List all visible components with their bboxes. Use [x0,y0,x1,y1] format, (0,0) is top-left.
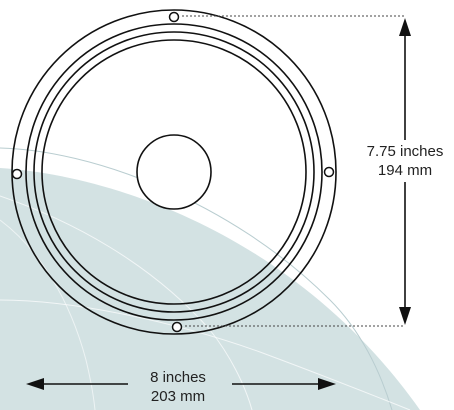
outer-flange-ring [11,9,337,335]
globe-arc [0,219,96,410]
inner-flange-ring [25,23,323,321]
width-imperial-text: 8 inches [150,369,206,386]
globe-arc [0,299,411,410]
globe-arc [0,195,253,410]
height-dimension-label: 7.75 inches 194 mm [356,140,454,182]
width-dimension-label: 8 inches 203 mm [138,368,218,406]
globe-arc [0,147,393,410]
height-metric-text: 194 mm [377,162,433,179]
dust-cap [136,134,212,210]
mounting-hole-left [11,168,23,180]
background-globe [0,147,420,410]
height-imperial-text: 7.75 inches [366,143,444,160]
width-arrowhead-right [318,378,336,390]
cone-ring [41,39,307,305]
mounting-hole-right [323,166,335,178]
height-arrowhead-down [399,307,411,325]
width-dimension-arrow [26,378,336,390]
globe-shape [0,168,420,410]
mounting-hole-top [168,11,180,23]
speaker-outline [11,9,337,335]
width-arrowhead-left [26,378,44,390]
mounting-hole-bottom [171,321,183,333]
mounting-holes [11,11,335,333]
gasket-ring [33,31,315,313]
height-arrowhead-up [399,18,411,36]
leader-lines [182,15,404,327]
width-metric-text: 203 mm [150,388,206,405]
